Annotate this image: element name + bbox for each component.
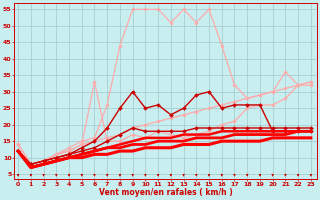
X-axis label: Vent moyen/en rafales ( km/h ): Vent moyen/en rafales ( km/h ) bbox=[99, 188, 233, 197]
